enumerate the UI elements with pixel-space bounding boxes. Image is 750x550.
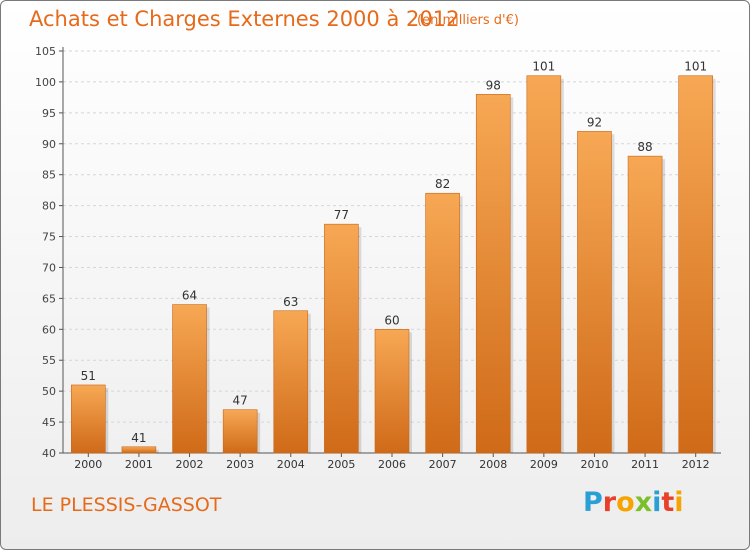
value-label: 60 bbox=[384, 313, 399, 327]
y-tick-label: 55 bbox=[42, 354, 56, 367]
x-tick-label: 2000 bbox=[74, 458, 102, 471]
bar-2008 bbox=[475, 93, 511, 454]
y-tick-label: 95 bbox=[42, 107, 56, 120]
x-tick-label: 2011 bbox=[631, 458, 659, 471]
y-tick-label: 60 bbox=[42, 323, 56, 336]
y-tick-label: 50 bbox=[42, 385, 56, 398]
value-label: 98 bbox=[486, 78, 501, 92]
x-tick-label: 2003 bbox=[226, 458, 254, 471]
value-label: 51 bbox=[81, 369, 96, 383]
x-tick-label: 2007 bbox=[429, 458, 457, 471]
logo-letter: t bbox=[661, 487, 675, 518]
y-tick-label: 65 bbox=[42, 292, 56, 305]
logo-letter: x bbox=[634, 487, 653, 518]
logo-letter: o bbox=[616, 487, 635, 518]
bar-2011 bbox=[627, 155, 663, 454]
value-label: 101 bbox=[532, 60, 555, 74]
logo-letter: i bbox=[674, 487, 684, 518]
bar-2005 bbox=[324, 223, 359, 454]
bar-2012 bbox=[678, 75, 713, 454]
value-label: 41 bbox=[131, 431, 146, 445]
logo-letter: i bbox=[652, 487, 662, 518]
logo-letter: r bbox=[602, 487, 617, 518]
bar-2009 bbox=[526, 75, 562, 454]
chart-subtitle: (en milliers d'€) bbox=[417, 13, 519, 28]
x-tick-label: 2010 bbox=[580, 458, 608, 471]
value-label: 82 bbox=[435, 177, 450, 191]
y-tick-label: 100 bbox=[35, 76, 56, 89]
y-tick-label: 105 bbox=[35, 45, 56, 58]
y-tick-label: 85 bbox=[42, 169, 56, 182]
value-label: 77 bbox=[334, 208, 349, 222]
x-tick-label: 2001 bbox=[125, 458, 153, 471]
bar-2002 bbox=[172, 304, 207, 454]
x-tick-label: 2008 bbox=[479, 458, 507, 471]
value-label: 92 bbox=[587, 115, 602, 129]
chart-title: Achats et Charges Externes 2000 à 2012 bbox=[29, 7, 460, 31]
x-tick-label: 2005 bbox=[327, 458, 355, 471]
proxiti-logo: Proxiti bbox=[583, 487, 684, 518]
commune-name: LE PLESSIS-GASSOT bbox=[31, 494, 222, 516]
y-tick-label: 75 bbox=[42, 231, 56, 244]
y-tick-label: 80 bbox=[42, 200, 56, 213]
bars bbox=[71, 75, 716, 454]
x-tick-label: 2002 bbox=[176, 458, 204, 471]
axes: 40 45 50 55 60 65 70 75 80 85 90 95 100 105 2000 2001 20… bbox=[35, 45, 721, 471]
value-labels: 51 41 64 47 63 77 60 82 98 101 92 88 101 bbox=[81, 60, 707, 445]
value-label: 47 bbox=[233, 394, 248, 408]
x-tick-label: 2009 bbox=[530, 458, 558, 471]
value-label: 101 bbox=[684, 60, 707, 74]
bar-2010 bbox=[577, 131, 612, 454]
y-tick-label: 45 bbox=[42, 416, 56, 429]
x-tick-label: 2012 bbox=[682, 458, 710, 471]
value-label: 88 bbox=[637, 140, 652, 154]
bar-2003 bbox=[222, 409, 258, 454]
bar-2001 bbox=[121, 446, 157, 454]
bar-2000 bbox=[71, 384, 106, 454]
value-label: 64 bbox=[182, 289, 197, 303]
x-tick-label: 2006 bbox=[378, 458, 406, 471]
value-label: 63 bbox=[283, 295, 298, 309]
y-tick-label: 70 bbox=[42, 261, 56, 274]
y-tick-label: 40 bbox=[42, 447, 56, 460]
x-tick-label: 2004 bbox=[277, 458, 305, 471]
bar-2004 bbox=[273, 310, 309, 454]
y-tick-label: 90 bbox=[42, 138, 56, 151]
logo-letter: P bbox=[583, 487, 603, 518]
bar-2007 bbox=[425, 192, 460, 454]
bar-2006 bbox=[374, 329, 410, 454]
